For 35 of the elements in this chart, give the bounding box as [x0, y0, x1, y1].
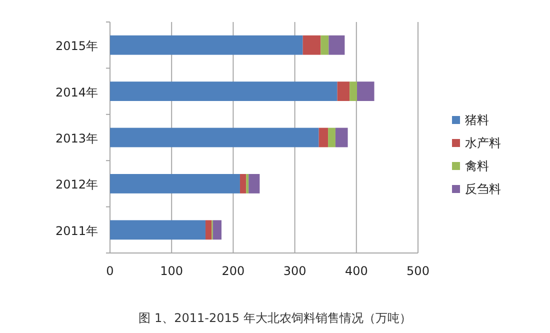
- bar: [110, 128, 319, 148]
- legend-label: 禽料: [465, 159, 489, 173]
- y-tick-label: 2014年: [55, 85, 98, 100]
- bar: [357, 82, 374, 101]
- bar: [110, 35, 303, 55]
- bar: [302, 35, 321, 55]
- bar: [246, 174, 249, 194]
- x-tick-label: 300: [283, 264, 306, 278]
- legend-label: 猪料: [465, 113, 489, 127]
- bar: [240, 174, 246, 194]
- bar: [337, 82, 350, 101]
- bar: [320, 35, 329, 55]
- x-tick-label: 400: [344, 264, 368, 278]
- bar: [328, 128, 336, 148]
- bar: [328, 35, 345, 55]
- bar: [205, 220, 212, 240]
- legend-label: 水产料: [465, 136, 501, 150]
- x-tick-label: 100: [160, 264, 184, 278]
- bar: [318, 128, 328, 148]
- bar: [248, 174, 260, 194]
- legend-label: 反刍料: [465, 182, 501, 196]
- x-tick-label: 500: [406, 264, 430, 278]
- bar: [110, 82, 338, 101]
- bar: [212, 220, 222, 240]
- x-tick-label: 0: [106, 264, 114, 278]
- x-tick-label: 200: [222, 264, 245, 278]
- bar: [335, 128, 348, 148]
- y-tick-label: 2011年: [55, 224, 98, 238]
- caption: 图 1、2011-2015 年大北农饲料销售情况（万吨）: [138, 311, 412, 325]
- y-tick-label: 2012年: [55, 178, 98, 192]
- bar: [350, 82, 358, 101]
- bar: [110, 174, 240, 194]
- y-tick-label: 2013年: [55, 132, 98, 146]
- bar: [110, 220, 206, 240]
- y-tick-label: 2015年: [55, 39, 98, 54]
